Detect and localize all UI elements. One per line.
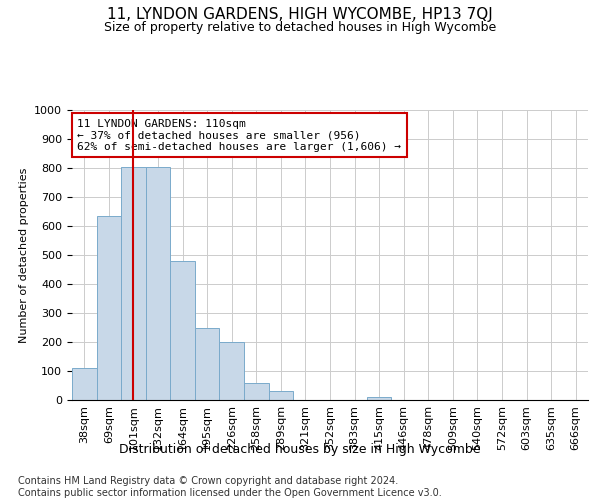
Bar [146,166,170,400]
Y-axis label: Number of detached properties: Number of detached properties [19,168,29,342]
Bar [121,166,146,400]
Bar [220,342,244,400]
Bar [367,397,391,400]
Text: Size of property relative to detached houses in High Wycombe: Size of property relative to detached ho… [104,21,496,34]
Bar [269,392,293,400]
Bar [97,216,121,400]
Text: Contains HM Land Registry data © Crown copyright and database right 2024.
Contai: Contains HM Land Registry data © Crown c… [18,476,442,498]
Text: 11 LYNDON GARDENS: 110sqm
← 37% of detached houses are smaller (956)
62% of semi: 11 LYNDON GARDENS: 110sqm ← 37% of detac… [77,118,401,152]
Bar [170,261,195,400]
Text: Distribution of detached houses by size in High Wycombe: Distribution of detached houses by size … [119,442,481,456]
Bar [195,328,220,400]
Bar [72,368,97,400]
Bar [244,382,269,400]
Text: 11, LYNDON GARDENS, HIGH WYCOMBE, HP13 7QJ: 11, LYNDON GARDENS, HIGH WYCOMBE, HP13 7… [107,8,493,22]
